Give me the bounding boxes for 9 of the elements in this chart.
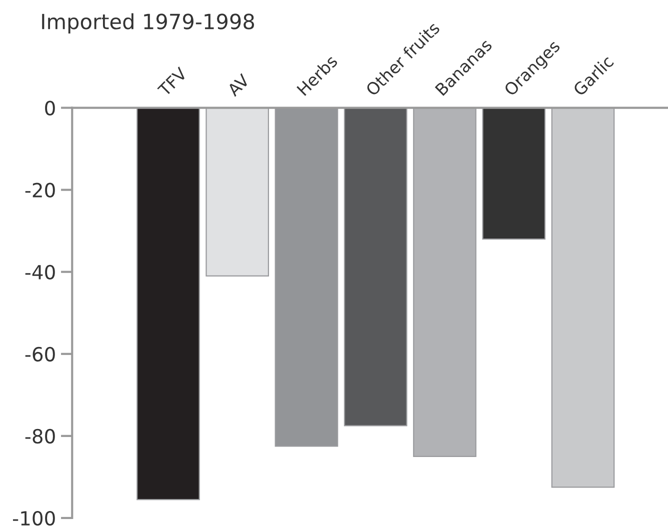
y-tick-label: -40	[25, 264, 55, 280]
chart-title: Imported 1979-1998	[42, 13, 254, 34]
y-tick-label: -20	[25, 182, 55, 198]
y-tick-label: -100	[12, 510, 55, 526]
y-tick-label: -80	[25, 428, 55, 444]
x-tick-label: TFV	[157, 66, 188, 98]
x-tick-label: AV	[226, 73, 250, 97]
y-tick-label: 0	[45, 100, 55, 116]
y-tick-label: -60	[25, 346, 55, 362]
